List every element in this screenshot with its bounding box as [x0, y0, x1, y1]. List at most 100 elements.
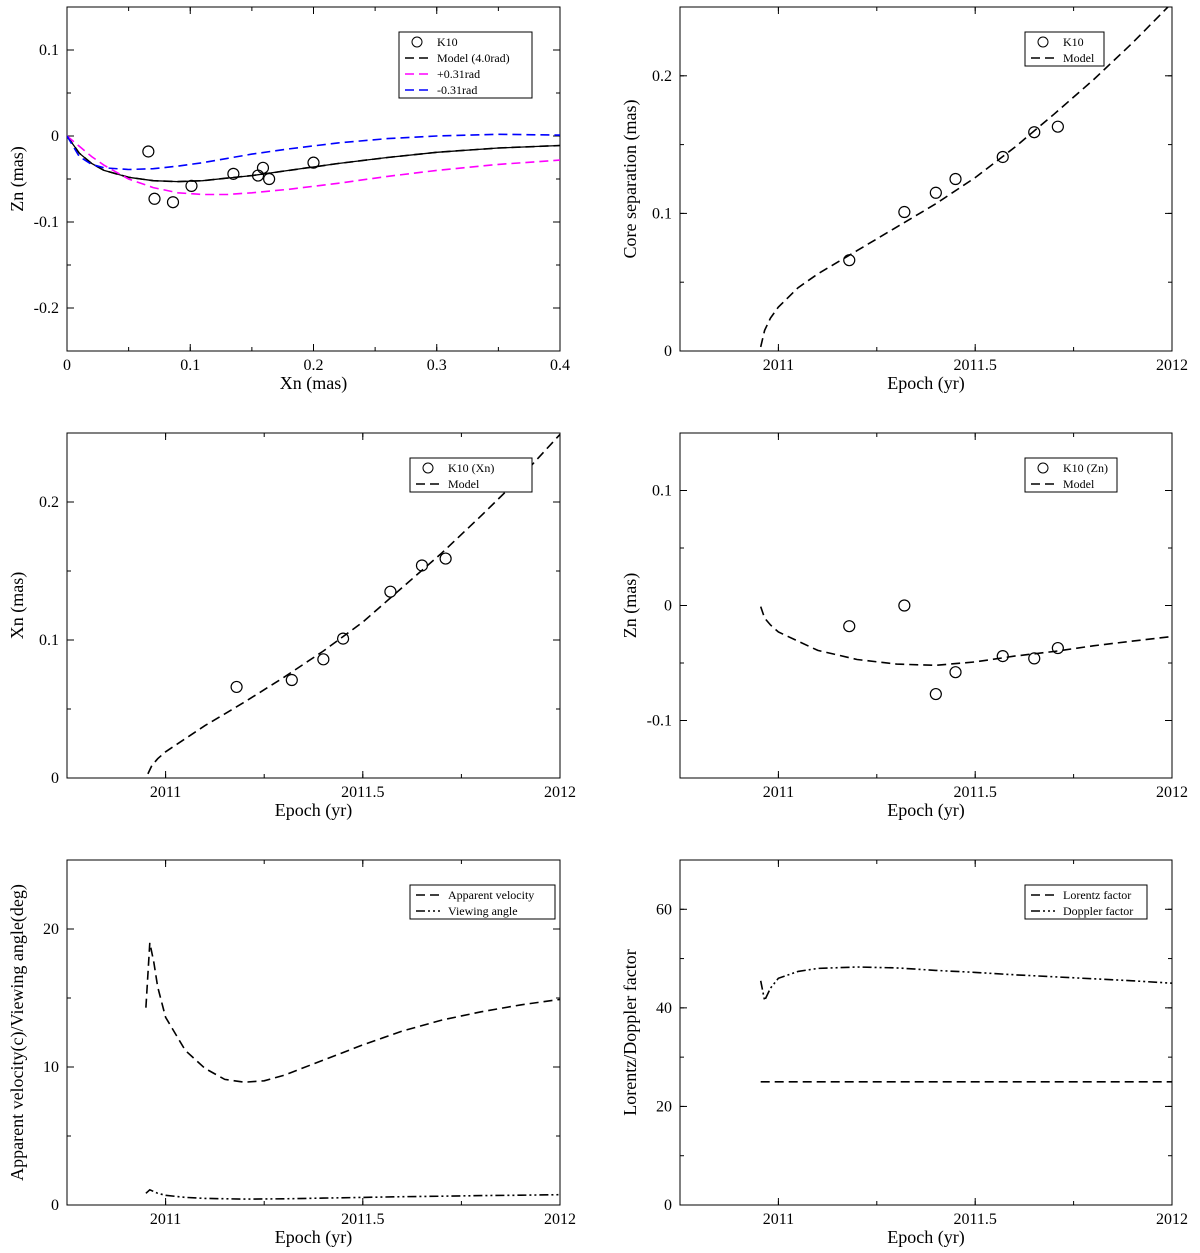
plot-area	[67, 133, 560, 209]
y-axis-label: Zn (mas)	[620, 573, 641, 638]
legend: K10 Model	[1024, 31, 1105, 67]
legend-label: Viewing angle	[448, 904, 518, 918]
x-tick-label: 2011	[150, 784, 181, 801]
y-axis-label: Apparent velocity(c)/Viewing angle(deg)	[7, 884, 28, 1181]
data-point	[439, 552, 452, 565]
data-point	[949, 666, 962, 679]
panel-p1: 0 0.1 0.2 0.3 0.4 -0.2 -0.1 0 0.1 Xn (mas) Zn (mas…	[7, 6, 570, 394]
y-tick-label: 20	[656, 1098, 672, 1115]
series-line	[147, 433, 560, 775]
legend-label: Lorentz factor	[1063, 888, 1131, 902]
legend-marker	[1037, 36, 1049, 48]
data-point	[843, 254, 856, 267]
y-tick-label: 0	[664, 1197, 672, 1214]
y-axis-label: Lorentz/Doppler factor	[620, 949, 640, 1115]
legend-marker	[422, 462, 434, 474]
data-point	[843, 620, 856, 633]
x-axis-label: Epoch (yr)	[275, 800, 352, 821]
x-tick-label: 0	[63, 357, 71, 374]
legend-label: +0.31rad	[437, 67, 480, 81]
x-tick-label: 2012	[1156, 357, 1188, 374]
x-tick-label: 2011.5	[953, 1211, 996, 1228]
y-tick-label: 0	[664, 343, 672, 360]
legend-label: Apparent velocity	[448, 888, 534, 902]
series-line	[145, 1188, 560, 1200]
data-point	[230, 680, 243, 694]
x-tick-label: 2012	[1156, 1211, 1188, 1228]
data-point	[256, 161, 270, 174]
plot-frame	[66, 432, 561, 779]
legend-marker	[1037, 462, 1049, 474]
y-tick-label: 0	[664, 598, 672, 615]
y-tick-label: 20	[43, 921, 59, 938]
y-tick-label: 0	[51, 770, 59, 787]
series-line	[145, 942, 560, 1084]
legend-label: Model (4.0rad)	[437, 51, 510, 65]
x-tick-label: 2012	[544, 1211, 576, 1228]
legend-label: K10 (Zn)	[1063, 461, 1108, 475]
legend: K10 (Zn) Model	[1024, 457, 1118, 493]
x-tick-label: 2011	[150, 1211, 181, 1228]
panel-p4: 2011 2011.5 2012 -0.1 0 0.1 Epoch (yr) Zn (mas)…	[620, 432, 1188, 821]
y-tick-label: 0	[51, 128, 59, 145]
x-tick-label: 2011	[763, 1211, 794, 1228]
data-point	[285, 673, 298, 687]
y-axis-label: Core separation (mas)	[620, 100, 641, 259]
legend: Apparent velocity Viewing angle	[409, 884, 556, 920]
data-point	[263, 172, 276, 186]
x-axis-label: Epoch (yr)	[275, 1227, 352, 1248]
legend: K10 (Xn) Model	[409, 457, 533, 493]
plot-area	[145, 942, 560, 1200]
data-point	[929, 687, 942, 701]
data-point	[142, 145, 155, 158]
x-tick-label: 2011.5	[953, 357, 996, 374]
y-tick-label: 0.1	[652, 205, 672, 222]
panel-p5: 2011 2011.5 2012 0 10 20 Epoch (yr) Apparent ve…	[7, 859, 576, 1248]
y-tick-label: 0.1	[39, 42, 59, 59]
legend-label: K10	[437, 35, 458, 49]
data-point	[307, 156, 320, 169]
data-point	[317, 653, 330, 666]
x-tick-label: 2011	[763, 784, 794, 801]
data-point	[1028, 126, 1041, 139]
panel-p6: 2011 2011.5 2012 0 20 40 60 Epoch (yr) Lorentz/D…	[620, 859, 1188, 1248]
x-tick-label: 2012	[1156, 784, 1188, 801]
plot-area	[759, 599, 1172, 701]
legend-box	[409, 884, 556, 920]
y-axis-label: Xn (mas)	[7, 572, 28, 639]
series-line	[67, 135, 560, 196]
data-point	[996, 649, 1009, 663]
y-tick-label: 0.1	[39, 632, 59, 649]
legend-label: -0.31rad	[437, 83, 477, 97]
data-point	[898, 599, 911, 612]
data-point	[384, 585, 397, 598]
x-tick-label: 0.2	[304, 357, 324, 374]
y-axis-label: Zn (mas)	[7, 146, 28, 211]
data-point	[185, 179, 198, 192]
panel-p3: 2011 2011.5 2012 0 0.1 0.2 Epoch (yr) Xn (mas) K…	[7, 432, 576, 821]
data-point	[1051, 641, 1064, 655]
legend-label: Model	[1063, 477, 1095, 491]
y-tick-label: -0.2	[34, 300, 59, 317]
x-tick-label: 2011.5	[341, 1211, 384, 1228]
y-tick-label: 40	[656, 1000, 672, 1017]
series-line	[759, 966, 1172, 1004]
x-axis-label: Epoch (yr)	[887, 1227, 964, 1248]
data-point	[336, 632, 350, 645]
plot-frame	[679, 6, 1173, 352]
plot-frame	[66, 859, 561, 1206]
x-tick-label: 2011	[763, 357, 794, 374]
data-point	[929, 186, 942, 199]
x-tick-label: 2012	[544, 784, 576, 801]
x-axis-label: Xn (mas)	[280, 373, 347, 394]
x-tick-label: 2011.5	[953, 784, 996, 801]
y-tick-label: 0.2	[39, 494, 59, 511]
x-tick-label: 0.3	[427, 357, 447, 374]
y-tick-label: -0.1	[647, 713, 672, 730]
plot-frame	[679, 859, 1173, 1206]
data-point	[949, 172, 962, 186]
data-point	[996, 150, 1009, 164]
x-tick-label: 2011.5	[341, 784, 384, 801]
series-line	[67, 135, 560, 183]
y-tick-label: 10	[43, 1059, 59, 1076]
